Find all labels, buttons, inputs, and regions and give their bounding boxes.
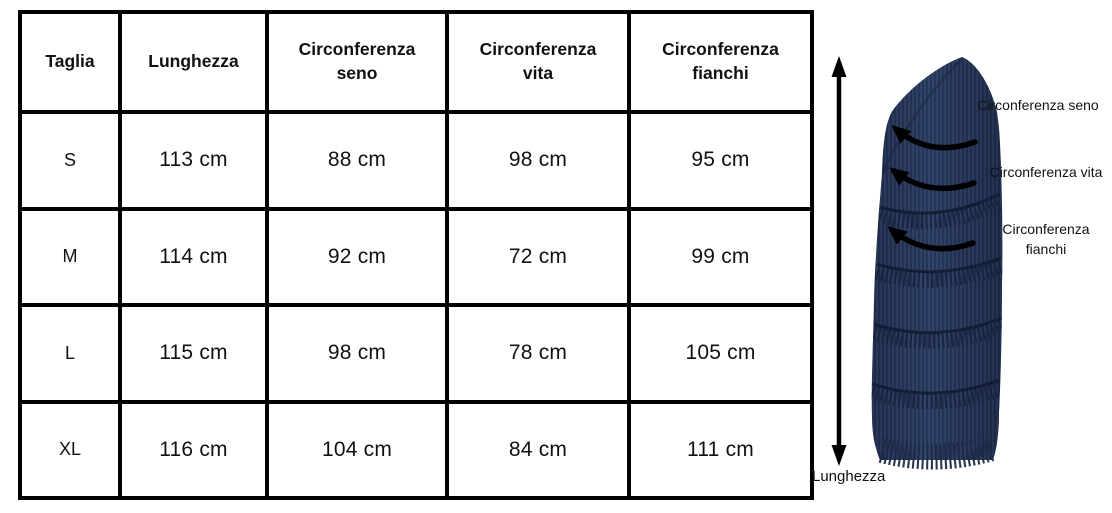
bust-value: 92 cm: [265, 206, 449, 307]
hips-annotation: Circonferenza fianchi: [1002, 221, 1090, 258]
col-header-taglia-label: Taglia: [45, 51, 95, 72]
table-row-m: M 114 cm 92 cm 72 cm 99 cm: [18, 206, 814, 307]
table-row-s: S 113 cm 88 cm 98 cm 95 cm: [18, 110, 814, 211]
bust-value: 88 cm: [265, 110, 449, 211]
bust-value: 104 cm: [265, 399, 449, 500]
measurement-diagram: Circonferenza seno Circonferenza vita Ci…: [810, 0, 1112, 513]
waist-annotation: Circonferenza vita: [989, 164, 1103, 180]
header-row: Taglia Lunghezza Circonferenza seno Circ…: [18, 10, 814, 114]
hips-value: 95 cm: [627, 110, 814, 211]
col-header-lunghezza: Lunghezza: [118, 10, 269, 114]
col-header-vita-label: Circonferenza vita: [479, 39, 597, 83]
col-header-lunghezza-label: Lunghezza: [148, 51, 239, 72]
length-value: 115 cm: [118, 303, 269, 404]
col-header-taglia: Taglia: [18, 10, 122, 114]
bust-value: 98 cm: [265, 303, 449, 404]
bust-arrow-icon: [891, 125, 978, 151]
size-label: M: [18, 206, 122, 307]
length-value: 113 cm: [118, 110, 269, 211]
length-annotation: Lunghezza: [812, 468, 886, 485]
bust-annotation: Circonferenza seno: [977, 97, 1099, 113]
waist-value: 78 cm: [445, 303, 631, 404]
length-value: 116 cm: [118, 399, 269, 500]
size-label: XL: [18, 399, 122, 500]
col-header-fianchi-label: Circonferenza fianchi: [662, 39, 779, 83]
length-arrow-icon: [831, 56, 847, 466]
hips-value: 99 cm: [627, 206, 814, 307]
col-header-seno-label: Circonferenza seno: [298, 39, 416, 83]
length-value: 114 cm: [118, 206, 269, 307]
col-header-circonferenza-vita: Circonferenza vita: [445, 10, 631, 114]
table-row-xl: XL 116 cm 104 cm 84 cm 111 cm: [18, 399, 814, 500]
hips-arrow-icon: [887, 226, 976, 252]
size-label: S: [18, 110, 122, 211]
hips-value: 105 cm: [627, 303, 814, 404]
waist-value: 84 cm: [445, 399, 631, 500]
dress-illustration: [871, 57, 1003, 470]
hips-value: 111 cm: [627, 399, 814, 500]
size-chart-table: Taglia Lunghezza Circonferenza seno Circ…: [18, 10, 814, 500]
col-header-circonferenza-seno: Circonferenza seno: [265, 10, 449, 114]
waist-value: 72 cm: [445, 206, 631, 307]
col-header-circonferenza-fianchi: Circonferenza fianchi: [627, 10, 814, 114]
measurement-diagram-graphic: [831, 56, 1003, 470]
size-label: L: [18, 303, 122, 404]
waist-arrow-icon: [889, 167, 977, 192]
table-row-l: L 115 cm 98 cm 78 cm 105 cm: [18, 303, 814, 404]
waist-value: 98 cm: [445, 110, 631, 211]
